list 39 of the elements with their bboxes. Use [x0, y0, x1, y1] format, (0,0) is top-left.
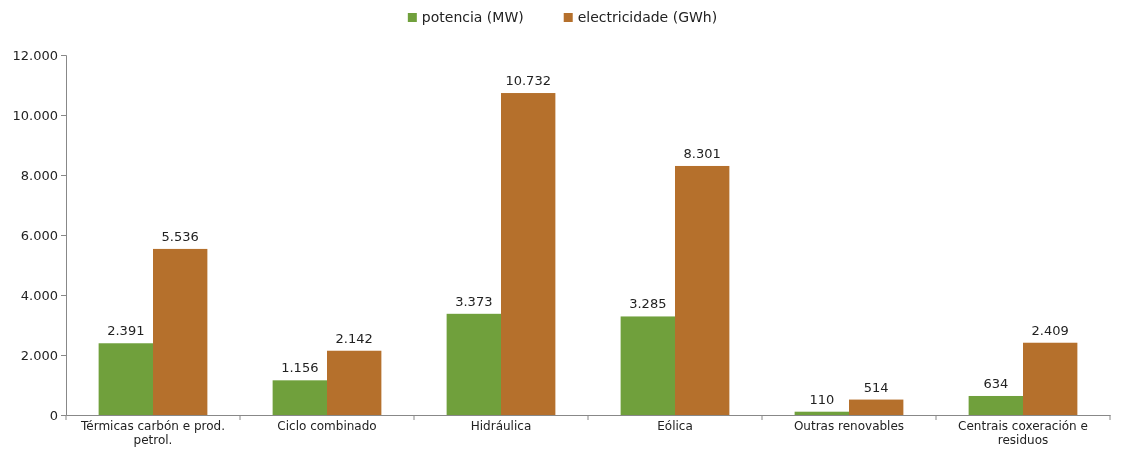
bar: [968, 395, 1023, 415]
data-label: 1.156: [281, 360, 319, 376]
data-label: 514: [863, 379, 889, 395]
bar: [98, 343, 153, 415]
x-tick-label: Centrais coxeración e residuos: [958, 419, 1088, 448]
bar: [794, 411, 849, 415]
x-tick-label: Hidráulica: [470, 419, 532, 433]
y-tick-label: 4.000: [20, 287, 58, 303]
data-label: 634: [983, 375, 1009, 391]
x-tick-label: Térmicas carbón e prod. petrol.: [80, 419, 225, 448]
data-label: 5.536: [161, 228, 199, 244]
y-tick-label: 10.000: [12, 107, 58, 123]
bar: [272, 380, 327, 415]
data-label: 2.391: [107, 323, 145, 339]
legend-label: electricidade (GWh): [577, 9, 718, 25]
legend-label: potencia (MW): [421, 9, 524, 25]
x-tick-label: Ciclo combinado: [277, 419, 377, 433]
bar: [620, 316, 675, 415]
x-tick-label: Eólica: [657, 419, 693, 433]
y-tick-label: 6.000: [20, 227, 58, 243]
bar: [675, 165, 730, 415]
data-label: 110: [809, 391, 835, 407]
y-tick-label: 12.000: [12, 47, 58, 63]
data-label: 10.732: [505, 73, 551, 89]
data-label: 8.301: [683, 145, 721, 161]
y-tick-label: 0: [49, 407, 58, 423]
data-label: 2.409: [1031, 322, 1069, 338]
data-label: 3.373: [455, 293, 493, 309]
y-tick-label: 8.000: [20, 167, 58, 183]
bar: [446, 313, 501, 415]
y-tick-label: 2.000: [20, 347, 58, 363]
bar: [849, 399, 904, 415]
data-label: 3.285: [629, 296, 667, 312]
bar: [501, 93, 556, 415]
bar: [1023, 342, 1078, 415]
bar: [327, 350, 382, 415]
x-tick-label: Outras renovables: [793, 419, 905, 433]
data-label: 2.142: [335, 330, 373, 346]
bar: [153, 248, 208, 415]
